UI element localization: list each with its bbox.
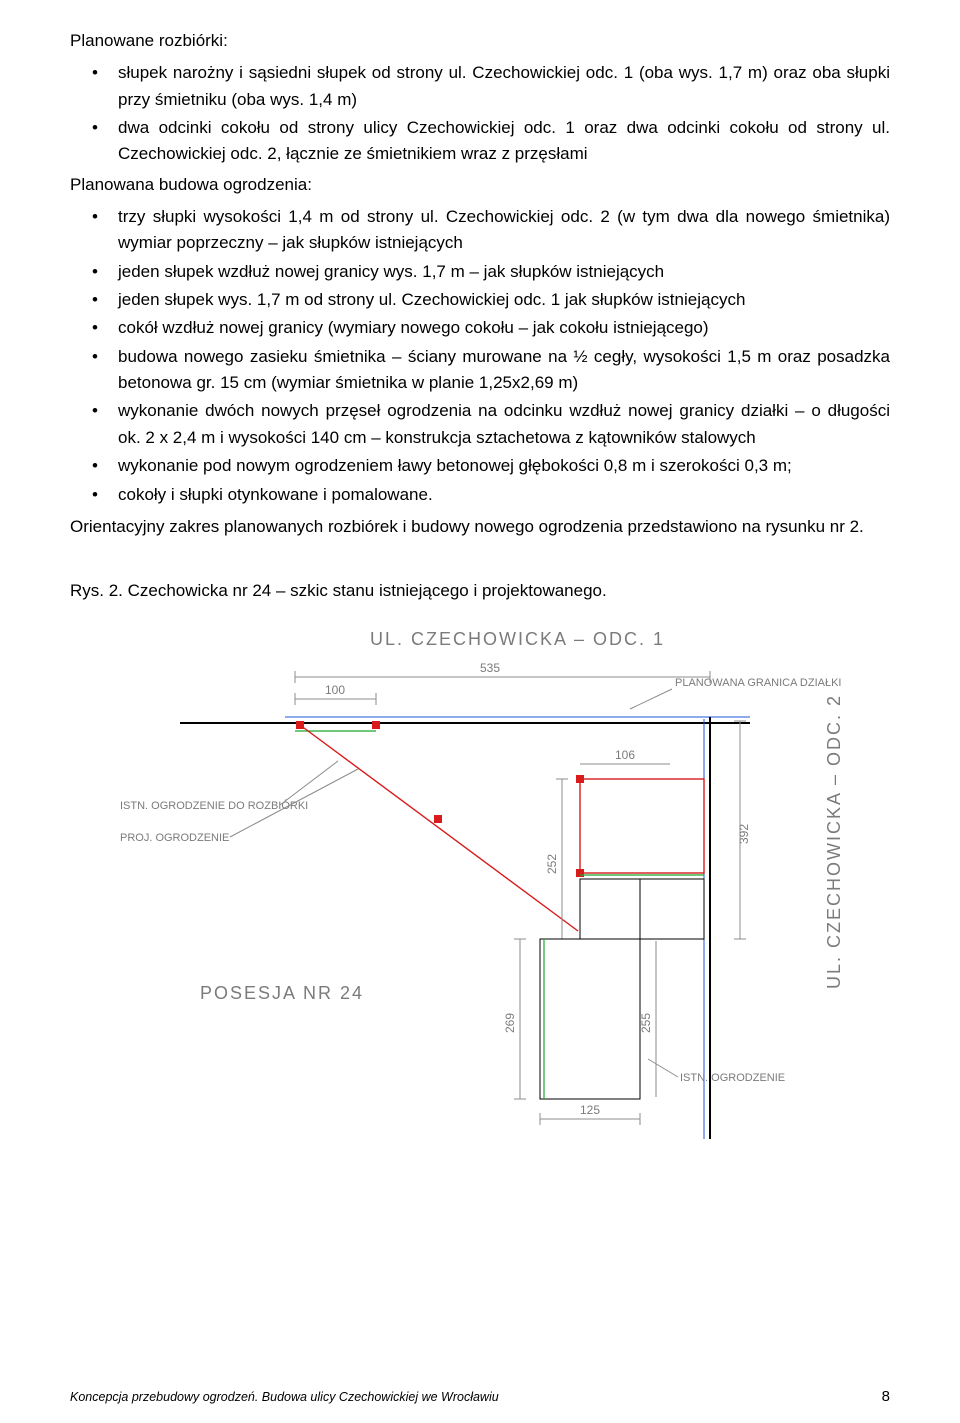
label-proj: PROJ. OGRODZENIE bbox=[120, 832, 229, 844]
paragraph: Orientacyjny zakres planowanych rozbióre… bbox=[70, 514, 890, 540]
bullet-list-2: trzy słupki wysokości 1,4 m od strony ul… bbox=[70, 204, 890, 508]
existing-structure bbox=[540, 879, 704, 1099]
proj-smietnik bbox=[580, 779, 704, 873]
diagram-title-top: UL. CZECHOWICKA – ODC. 1 bbox=[370, 629, 665, 649]
dim-value: 269 bbox=[503, 1012, 517, 1032]
list-item: jeden słupek wzdłuż nowej granicy wys. 1… bbox=[118, 259, 890, 285]
list-item: wykonanie pod nowym ogrodzeniem ławy bet… bbox=[118, 453, 890, 479]
label-posesja: POSESJA NR 24 bbox=[200, 983, 364, 1003]
dim-value: 106 bbox=[615, 748, 635, 762]
red-post bbox=[296, 721, 304, 729]
list-item: słupek narożny i sąsiedni słupek od stro… bbox=[118, 60, 890, 113]
list-item: dwa odcinki cokołu od strony ulicy Czech… bbox=[118, 115, 890, 168]
plan-diagram: UL. CZECHOWICKA – ODC. 1 UL. CZECHOWICKA… bbox=[100, 619, 860, 1139]
red-post bbox=[576, 869, 584, 877]
list-item: cokół wzdłuż nowej granicy (wymiary nowe… bbox=[118, 315, 890, 341]
list-item: budowa nowego zasieku śmietnika – ściany… bbox=[118, 344, 890, 397]
bullet-list-1: słupek narożny i sąsiedni słupek od stro… bbox=[70, 60, 890, 167]
red-post bbox=[434, 815, 442, 823]
dim-value: 252 bbox=[545, 853, 559, 873]
list-item: cokoły i słupki otynkowane i pomalowane. bbox=[118, 482, 890, 508]
page-footer: Koncepcja przebudowy ogrodzeń. Budowa ul… bbox=[70, 1388, 890, 1405]
leader-line bbox=[630, 689, 672, 709]
label-granica: PLANOWANA GRANICA DZIAŁKI bbox=[675, 677, 841, 689]
dim-value: 535 bbox=[480, 661, 500, 675]
leader-line bbox=[648, 1059, 678, 1077]
diagram-title-right: UL. CZECHOWICKA – ODC. 2 bbox=[824, 693, 844, 988]
list-item: jeden słupek wys. 1,7 m od strony ul. Cz… bbox=[118, 287, 890, 313]
dim-value: 100 bbox=[325, 683, 345, 697]
footer-text: Koncepcja przebudowy ogrodzeń. Budowa ul… bbox=[70, 1390, 499, 1404]
figure-caption: Rys. 2. Czechowicka nr 24 – szkic stanu … bbox=[70, 578, 890, 604]
red-post bbox=[576, 775, 584, 783]
page-number: 8 bbox=[882, 1388, 890, 1405]
list-item: wykonanie dwóch nowych przęseł ogrodzeni… bbox=[118, 398, 890, 451]
dim-value: 125 bbox=[580, 1103, 600, 1117]
leader-line bbox=[280, 761, 338, 805]
section-heading: Planowana budowa ogrodzenia: bbox=[70, 172, 890, 198]
dim-value: 392 bbox=[737, 823, 751, 843]
red-post bbox=[372, 721, 380, 729]
list-item: trzy słupki wysokości 1,4 m od strony ul… bbox=[118, 204, 890, 257]
proj-fence-diagonal bbox=[300, 725, 578, 931]
dim-value: 255 bbox=[639, 1012, 653, 1032]
section-heading: Planowane rozbiórki: bbox=[70, 28, 890, 54]
label-istn: ISTN. OGRODZENIE bbox=[680, 1072, 785, 1084]
